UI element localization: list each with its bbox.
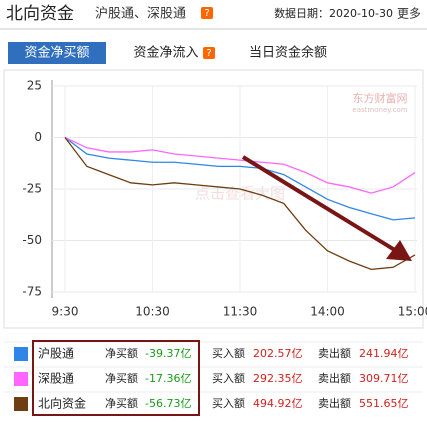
cell: 241.94亿 — [359, 347, 409, 360]
legend-name: 沪股通 — [38, 347, 74, 361]
date: 数据日期：2020-10-30 — [274, 6, 393, 20]
cell: 494.92亿 — [253, 397, 303, 410]
help-text[interactable]: ? — [206, 48, 211, 59]
cell: 买入额 — [212, 397, 245, 410]
tab[interactable]: 资金净流入 — [133, 45, 198, 61]
tab[interactable]: 当日资金余额 — [249, 45, 327, 61]
cell: 卖出额 — [318, 346, 351, 360]
tab[interactable]: 资金净买额 — [24, 45, 89, 61]
legend-swatch — [14, 397, 28, 411]
cell: 买入额 — [212, 347, 245, 360]
cell: -17.36亿 — [145, 372, 191, 385]
help-icon[interactable] — [201, 7, 213, 19]
series-line — [64, 137, 416, 271]
legend-name: 深股通 — [38, 372, 74, 386]
series-line — [64, 136, 416, 221]
y-tick-label: -75 — [22, 285, 42, 299]
y-tick-label: -50 — [22, 233, 42, 247]
arrow-shaft — [241, 155, 400, 254]
cell: 卖出额 — [318, 396, 351, 410]
legend-swatch — [14, 347, 28, 361]
cell: 净买额 — [105, 346, 138, 360]
cell: 309.71亿 — [359, 372, 409, 385]
cell: -56.73亿 — [145, 397, 191, 410]
chart-frame — [3, 69, 424, 329]
highlight-box — [32, 340, 200, 416]
help-text[interactable]: ? — [204, 8, 209, 19]
x-tick-label: 9:30 — [52, 305, 79, 319]
watermark: 东方财富网 — [353, 91, 408, 105]
x-tick-label: 10:30 — [135, 305, 170, 319]
series-line — [64, 136, 416, 194]
title: 北向资金 — [6, 4, 74, 24]
x-tick-label: 15:00 — [398, 305, 427, 319]
legend-swatch — [14, 372, 28, 386]
y-tick-label: 0 — [34, 130, 42, 144]
arrow-head — [386, 240, 412, 261]
cell: 净买额 — [105, 396, 138, 410]
cell: 卖出额 — [318, 371, 351, 385]
x-tick-label: 11:30 — [223, 305, 258, 319]
more-link[interactable]: 更多 — [397, 7, 421, 21]
cell: -39.37亿 — [145, 347, 191, 360]
y-tick-label: -25 — [22, 182, 42, 196]
tab-active[interactable] — [8, 42, 106, 64]
cell: 292.35亿 — [253, 372, 303, 385]
legend-name: 北向资金 — [38, 396, 86, 411]
help-icon[interactable] — [203, 47, 215, 59]
y-tick-label: 25 — [27, 79, 42, 93]
x-tick-label: 14:00 — [310, 305, 345, 319]
cell: 551.65亿 — [359, 397, 409, 410]
cell: 买入额 — [212, 372, 245, 385]
cell: 202.57亿 — [253, 347, 303, 360]
cell: 净买额 — [105, 371, 138, 385]
subtitle[interactable]: 沪股通、深股通 — [95, 6, 186, 22]
watermark: eastmoney.com — [352, 106, 407, 114]
